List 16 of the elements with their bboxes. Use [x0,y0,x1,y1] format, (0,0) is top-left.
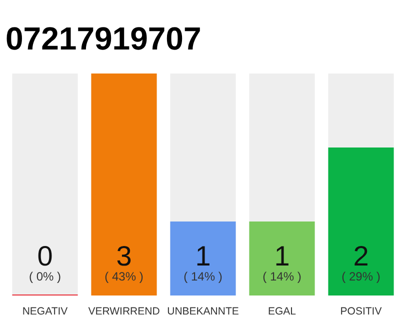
x-tick-label: NEGATIV [22,306,68,318]
x-tick-label: UNBEKANNTE [167,306,239,318]
annotation: ( 14% ) [184,270,222,284]
data-label: 0 [37,240,53,272]
data-label: 1 [195,240,211,272]
data-label: 2 [353,240,369,272]
annotation: ( 14% ) [262,270,302,284]
x-tick-label: POSITIV [340,306,382,318]
data-label: 1 [274,240,290,272]
chart-title: 07217919707 [6,20,202,56]
x-tick-label: VERWIRREND [88,306,160,318]
data-label: 3 [116,240,132,272]
annotation: ( 0% ) [29,270,62,284]
annotation: ( 43% ) [104,270,144,284]
annotation: ( 29% ) [342,270,380,284]
x-tick-label: EGAL [268,306,296,318]
